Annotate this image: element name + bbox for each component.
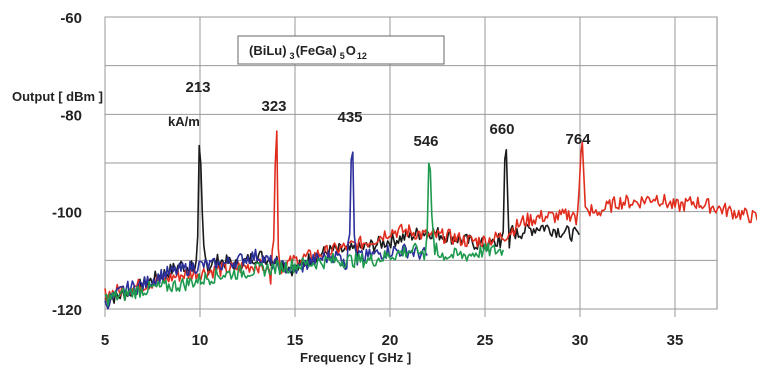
x-tick-label: 5 [101,332,109,349]
y-tick-label: -100 [52,205,82,222]
x-tick-label: 25 [477,332,494,349]
peak-label: 546 [413,133,438,150]
tick-labels: 5 10 15 20 25 30 35 -60 -80 -100 -120 [52,10,683,349]
y-tick-label: -80 [60,107,82,124]
y-axis-label: Output [ dBm ] [12,89,103,104]
title-box [237,35,445,65]
peak-label: 435 [337,109,362,126]
peak-label: 764 [565,131,591,148]
field-unit-label: kA/m [168,114,200,129]
peak-label: 323 [261,98,286,115]
x-tick-label: 30 [572,332,589,349]
series-line-1 [104,144,580,305]
x-tick-label: 20 [382,332,399,349]
peak-label: 213 [185,79,210,96]
x-tick-label: 35 [667,332,684,349]
x-tick-label: 10 [192,332,209,349]
chart-title: (BiLu) 3(FeGa) 5O12 [249,43,367,61]
grid [104,16,718,317]
peak-label: 660 [489,121,514,138]
y-tick-label: -120 [52,302,82,319]
y-tick-label: -60 [60,10,82,27]
series-group [104,130,757,310]
x-tick-label: 15 [287,332,304,349]
peak-labels: 213 323 435 546 660 764 [185,79,591,150]
series-line-3 [104,151,428,310]
series-line-4 [104,162,504,307]
x-axis-label: Frequency [ GHz ] [300,350,411,365]
